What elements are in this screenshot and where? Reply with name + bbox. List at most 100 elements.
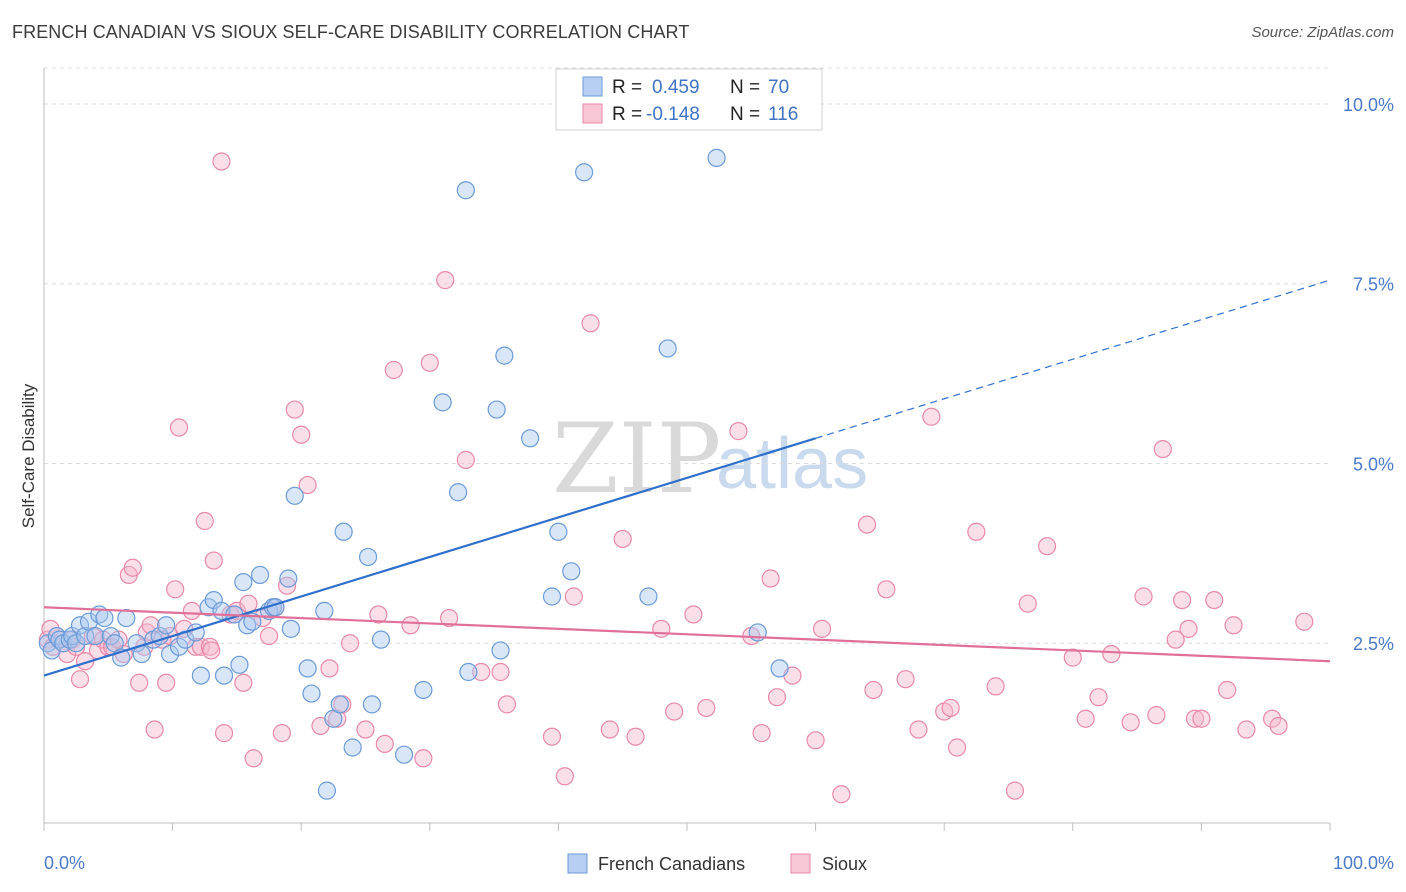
legend-r-value-2: -0.148 [646, 104, 700, 125]
french-canadian-point [279, 569, 298, 588]
sioux-point [497, 695, 517, 714]
sioux-point [244, 749, 263, 768]
sioux-point [1166, 630, 1185, 649]
legend: R = 0.459 N = 70 R = -0.148 N = 116 [555, 68, 823, 131]
french-canadian-point [214, 666, 234, 685]
watermark-zip: ZIP [552, 403, 721, 515]
french-canadian-point [298, 659, 317, 678]
french-canadian-point [639, 587, 658, 606]
french-canadian-point [70, 616, 90, 635]
sioux-point [1076, 709, 1095, 728]
french-canadian-point [770, 659, 789, 678]
sioux-point [922, 407, 941, 426]
french-canadian-point [549, 522, 568, 541]
french-canadian-point [542, 587, 562, 606]
french-canadian-point [394, 745, 414, 764]
legend-swatch-french [582, 76, 603, 97]
sioux-point [491, 662, 510, 682]
sioux-point [555, 767, 574, 786]
sioux-point [1018, 594, 1037, 613]
legend-n-value-2: 116 [768, 104, 798, 125]
sioux-point [1237, 720, 1256, 739]
french-canadian-point [250, 565, 270, 585]
sioux-point [752, 724, 771, 743]
french-canadian-point [157, 616, 176, 635]
bottom-legend-label-french: French Canadians [598, 854, 745, 874]
sioux-point [285, 400, 304, 419]
french-canadian-point [343, 738, 362, 757]
sioux-point [877, 580, 896, 599]
sioux-point [234, 673, 253, 692]
legend-n-key-1: N = [730, 77, 760, 98]
y-tick-label: 10.0% [1343, 95, 1394, 115]
sioux-point [1263, 709, 1282, 728]
sioux-point [1179, 619, 1198, 638]
sioux-point [292, 425, 311, 444]
sioux-point [857, 515, 877, 534]
sioux-point [684, 605, 703, 624]
french-canadian-point [521, 429, 540, 448]
sioux-point [665, 702, 684, 721]
sioux-point [277, 576, 297, 595]
sioux-point [564, 587, 583, 606]
trend-lines [43, 279, 1331, 677]
sioux-point [401, 616, 420, 635]
sioux-point [369, 605, 388, 624]
french-canadian-point [95, 608, 114, 628]
sioux-point [581, 314, 600, 333]
french-canadian-point [575, 163, 594, 182]
french-canadian-point [414, 680, 433, 700]
y-tick-label: 7.5% [1353, 275, 1394, 295]
sioux-point [941, 698, 960, 718]
french-canadian-point [230, 655, 249, 674]
french-canadian-points [38, 148, 789, 800]
french-canadian-trend-extension [815, 279, 1331, 439]
sioux-point [600, 720, 619, 739]
sioux-point [812, 619, 832, 638]
french-canadian-point [169, 637, 189, 656]
sioux-point [1269, 716, 1288, 736]
sioux-point [1134, 587, 1153, 606]
sioux-point [1121, 713, 1140, 732]
legend-r-value-1: 0.459 [652, 77, 700, 98]
sioux-point [166, 580, 185, 599]
sioux-point [145, 720, 164, 739]
french-canadian-point [371, 630, 391, 649]
sioux-point [1224, 616, 1243, 635]
sioux-point [1173, 590, 1192, 610]
sioux-point [169, 418, 189, 437]
sioux-point [1192, 709, 1211, 728]
sioux-point [806, 731, 825, 750]
source-label: Source: ZipAtlas.com [1251, 24, 1394, 41]
french-canadian-point [76, 626, 95, 646]
legend-r-key-1: R = [612, 77, 642, 98]
french-canadian-point [495, 346, 514, 365]
french-canadian-point [317, 781, 337, 800]
sioux-point [356, 720, 375, 739]
sioux-point [439, 608, 459, 628]
french-canadian-point [234, 573, 253, 592]
sioux-point [896, 670, 915, 689]
bottom-legend-swatch-sioux [790, 853, 811, 874]
french-canadian-point [330, 695, 349, 714]
french-canadian-point [658, 339, 677, 358]
french-canadian-point [302, 684, 321, 703]
sioux-point [328, 709, 347, 728]
sioux-point [1185, 709, 1205, 728]
french-canadian-point [281, 619, 301, 638]
french-canadian-point [362, 695, 382, 714]
x-tick-label-max: 100.0% [1333, 853, 1394, 873]
sioux-point [456, 450, 475, 469]
legend-n-value-1: 70 [768, 77, 789, 98]
sioux-point [212, 152, 231, 171]
sioux-point [182, 601, 201, 620]
sioux-point [436, 271, 455, 290]
sioux-point [239, 594, 258, 613]
sioux-point [909, 720, 928, 739]
legend-n-key-2: N = [730, 104, 760, 125]
y-tick-labels: 2.5% 5.0% 7.5% 10.0% [1343, 95, 1394, 654]
sioux-point [1153, 439, 1172, 459]
french-canadian-point [456, 181, 475, 200]
french-canadian-point [285, 486, 304, 505]
sioux-point [729, 422, 748, 441]
